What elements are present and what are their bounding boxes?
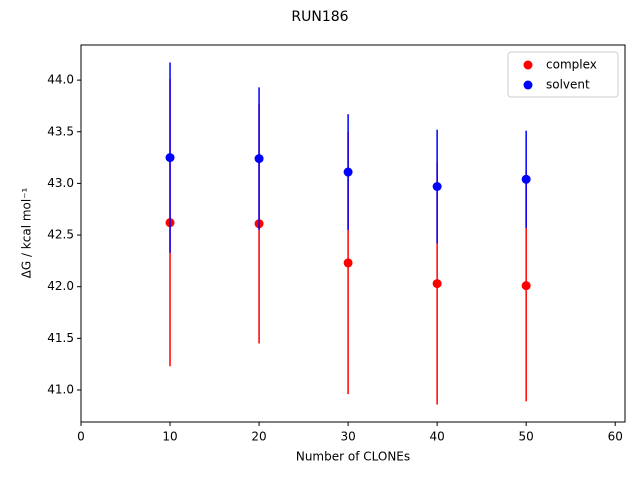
legend-box bbox=[507, 51, 619, 98]
legend-label: complex bbox=[546, 58, 597, 72]
x-tick-label: 50 bbox=[519, 430, 534, 444]
point bbox=[343, 167, 353, 177]
point bbox=[343, 258, 353, 268]
legend-marker bbox=[523, 80, 533, 90]
x-tick-label: 10 bbox=[162, 430, 177, 444]
point bbox=[521, 281, 531, 291]
plot-frame bbox=[80, 44, 626, 423]
y-tick-label: 41.0 bbox=[47, 382, 74, 396]
y-tick-label: 42.5 bbox=[47, 228, 74, 242]
y-tick-label: 42.0 bbox=[47, 279, 74, 293]
legend-label: solvent bbox=[546, 78, 590, 92]
point bbox=[432, 182, 442, 192]
x-tick-label: 20 bbox=[251, 430, 266, 444]
chart-title: RUN186 bbox=[291, 9, 348, 25]
legend-marker bbox=[523, 60, 533, 70]
x-tick-label: 60 bbox=[608, 430, 623, 444]
y-tick-label: 41.5 bbox=[47, 331, 74, 345]
point bbox=[165, 153, 175, 163]
y-tick-label: 43.0 bbox=[47, 176, 74, 190]
point bbox=[254, 154, 264, 164]
x-tick-label: 40 bbox=[429, 430, 444, 444]
y-tick-label: 43.5 bbox=[47, 124, 74, 138]
point bbox=[432, 279, 442, 289]
x-axis-label: Number of CLONEs bbox=[296, 450, 410, 464]
x-tick-label: 30 bbox=[340, 430, 355, 444]
y-axis-label: ΔG / kcal mol⁻¹ bbox=[20, 187, 34, 278]
y-tick-label: 44.0 bbox=[47, 73, 74, 87]
x-tick-label: 0 bbox=[77, 430, 85, 444]
point bbox=[521, 174, 531, 184]
